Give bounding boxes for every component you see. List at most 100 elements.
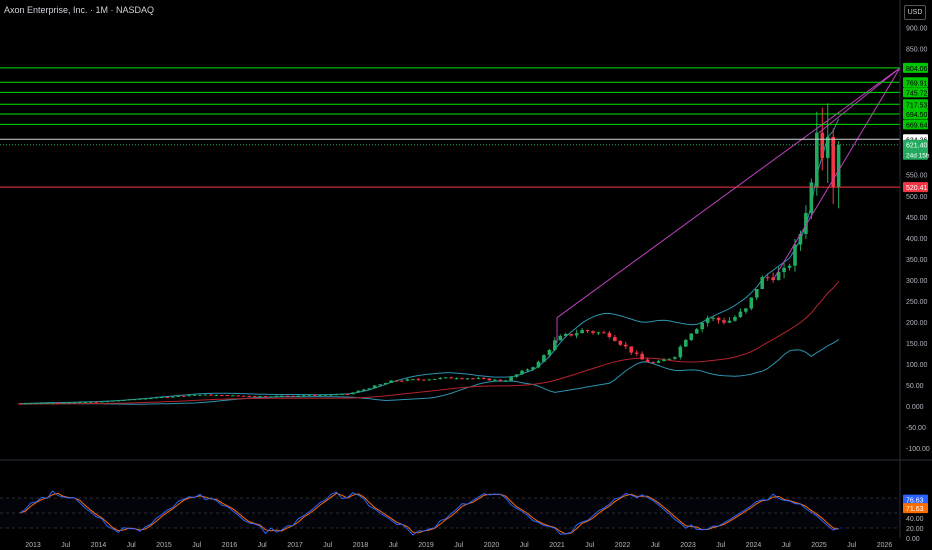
candle-body — [815, 132, 819, 188]
time-tick-label: 2014 — [91, 542, 107, 549]
candle-body — [585, 330, 590, 332]
stoch-d-value: 71.63 — [906, 506, 924, 513]
candle-body — [645, 359, 650, 363]
candle-body — [127, 399, 131, 401]
candle-body — [574, 333, 579, 336]
candle-body — [793, 244, 797, 266]
candle-body — [465, 378, 470, 380]
candle-body — [520, 370, 524, 375]
time-tick-label: 2013 — [25, 542, 41, 549]
candle-body — [39, 402, 44, 404]
candle-body — [711, 317, 715, 319]
candle-body — [525, 369, 530, 371]
candle-body — [422, 379, 426, 381]
candle-body — [61, 402, 66, 404]
candle-body — [329, 394, 333, 396]
candle-body — [553, 340, 557, 350]
candle-body — [623, 344, 628, 347]
stoch-d-tag — [903, 503, 928, 514]
stoch-tick-label: 0.00 — [906, 536, 920, 543]
level-price-label: 669.64 — [906, 122, 928, 129]
price-tick-label: 500.00 — [906, 194, 928, 201]
candle-body — [34, 403, 39, 405]
candle-body — [307, 394, 311, 396]
candle-body — [716, 317, 721, 321]
time-tick-label: 2026 — [877, 542, 893, 549]
candle-body — [78, 402, 82, 404]
stoch-k-line — [19, 490, 839, 536]
time-tick-label: 2021 — [549, 542, 565, 549]
candle-body — [689, 333, 694, 340]
level-price-tag — [903, 182, 928, 193]
candle-body — [214, 395, 219, 397]
level-price-label: 804.06 — [906, 66, 928, 73]
candle-body — [181, 395, 186, 397]
candle-body — [542, 355, 546, 362]
candle-body — [187, 395, 191, 397]
candle-body — [536, 361, 541, 368]
candle-body — [744, 308, 748, 312]
time-tick-label: 2024 — [746, 542, 762, 549]
candle-body — [825, 136, 830, 158]
level-price-label: 717.53 — [906, 102, 928, 109]
time-tick-label: Jul — [651, 542, 660, 549]
candle-body — [400, 380, 404, 382]
symbol-title[interactable]: Axon Enterprise, Inc. · 1M · NASDAQ — [4, 5, 155, 15]
candle-body — [143, 398, 148, 400]
candle-body — [351, 392, 355, 395]
candle-body — [203, 394, 208, 396]
candle-body — [121, 400, 126, 402]
level-price-tag — [903, 139, 928, 160]
time-tick-label: 2016 — [222, 542, 238, 549]
candle-body — [383, 382, 388, 385]
time-tick-label: Jul — [127, 542, 136, 549]
candle-body — [667, 358, 672, 360]
stoch-k-value: 76.63 — [906, 498, 924, 505]
candle-body — [258, 396, 262, 398]
time-tick-label: 2015 — [156, 542, 172, 549]
candle-body — [340, 393, 344, 395]
candle-body — [482, 378, 486, 380]
time-tick-label: 2019 — [418, 542, 434, 549]
candle-body — [416, 379, 421, 381]
time-tick-label: 2017 — [287, 542, 303, 549]
candle-body — [563, 334, 568, 336]
currency-button[interactable]: USD — [904, 5, 926, 20]
candle-body — [116, 400, 120, 402]
candle-body — [291, 395, 295, 397]
channel-upper-line — [556, 67, 901, 319]
candle-body — [749, 297, 754, 309]
level-price-label: 769.91 — [906, 80, 928, 87]
candle-body — [509, 376, 513, 381]
candle-body — [634, 352, 639, 354]
candle-body — [591, 331, 595, 333]
level-price-label: 520.41 — [906, 185, 928, 192]
price-tick-label: 550.00 — [906, 173, 928, 180]
candle-body — [460, 378, 464, 380]
candle-body — [274, 395, 279, 397]
candle-body — [263, 396, 268, 398]
upper-band-line — [19, 118, 840, 404]
candle-body — [176, 395, 180, 397]
time-tick-label: Jul — [192, 542, 201, 549]
candle-body — [580, 330, 584, 334]
candle-body — [656, 361, 661, 363]
candle-body — [678, 346, 683, 358]
candle-body — [809, 182, 814, 213]
price-tick-label: 300.00 — [906, 278, 928, 285]
candle-body — [138, 398, 142, 400]
candle-body — [733, 317, 737, 321]
candle-body — [345, 393, 350, 395]
price-tick-label: -100.00 — [906, 446, 930, 453]
candle-body — [367, 388, 372, 390]
time-tick-label: Jul — [389, 542, 398, 549]
level-price-tag — [903, 108, 928, 119]
candle-body — [771, 277, 775, 281]
price-tick-label: 100.00 — [906, 362, 928, 369]
candle-body — [443, 377, 448, 379]
candle-body — [618, 341, 623, 345]
level-price-tag — [903, 62, 928, 73]
candle-body — [230, 395, 235, 397]
candle-body — [378, 384, 382, 386]
